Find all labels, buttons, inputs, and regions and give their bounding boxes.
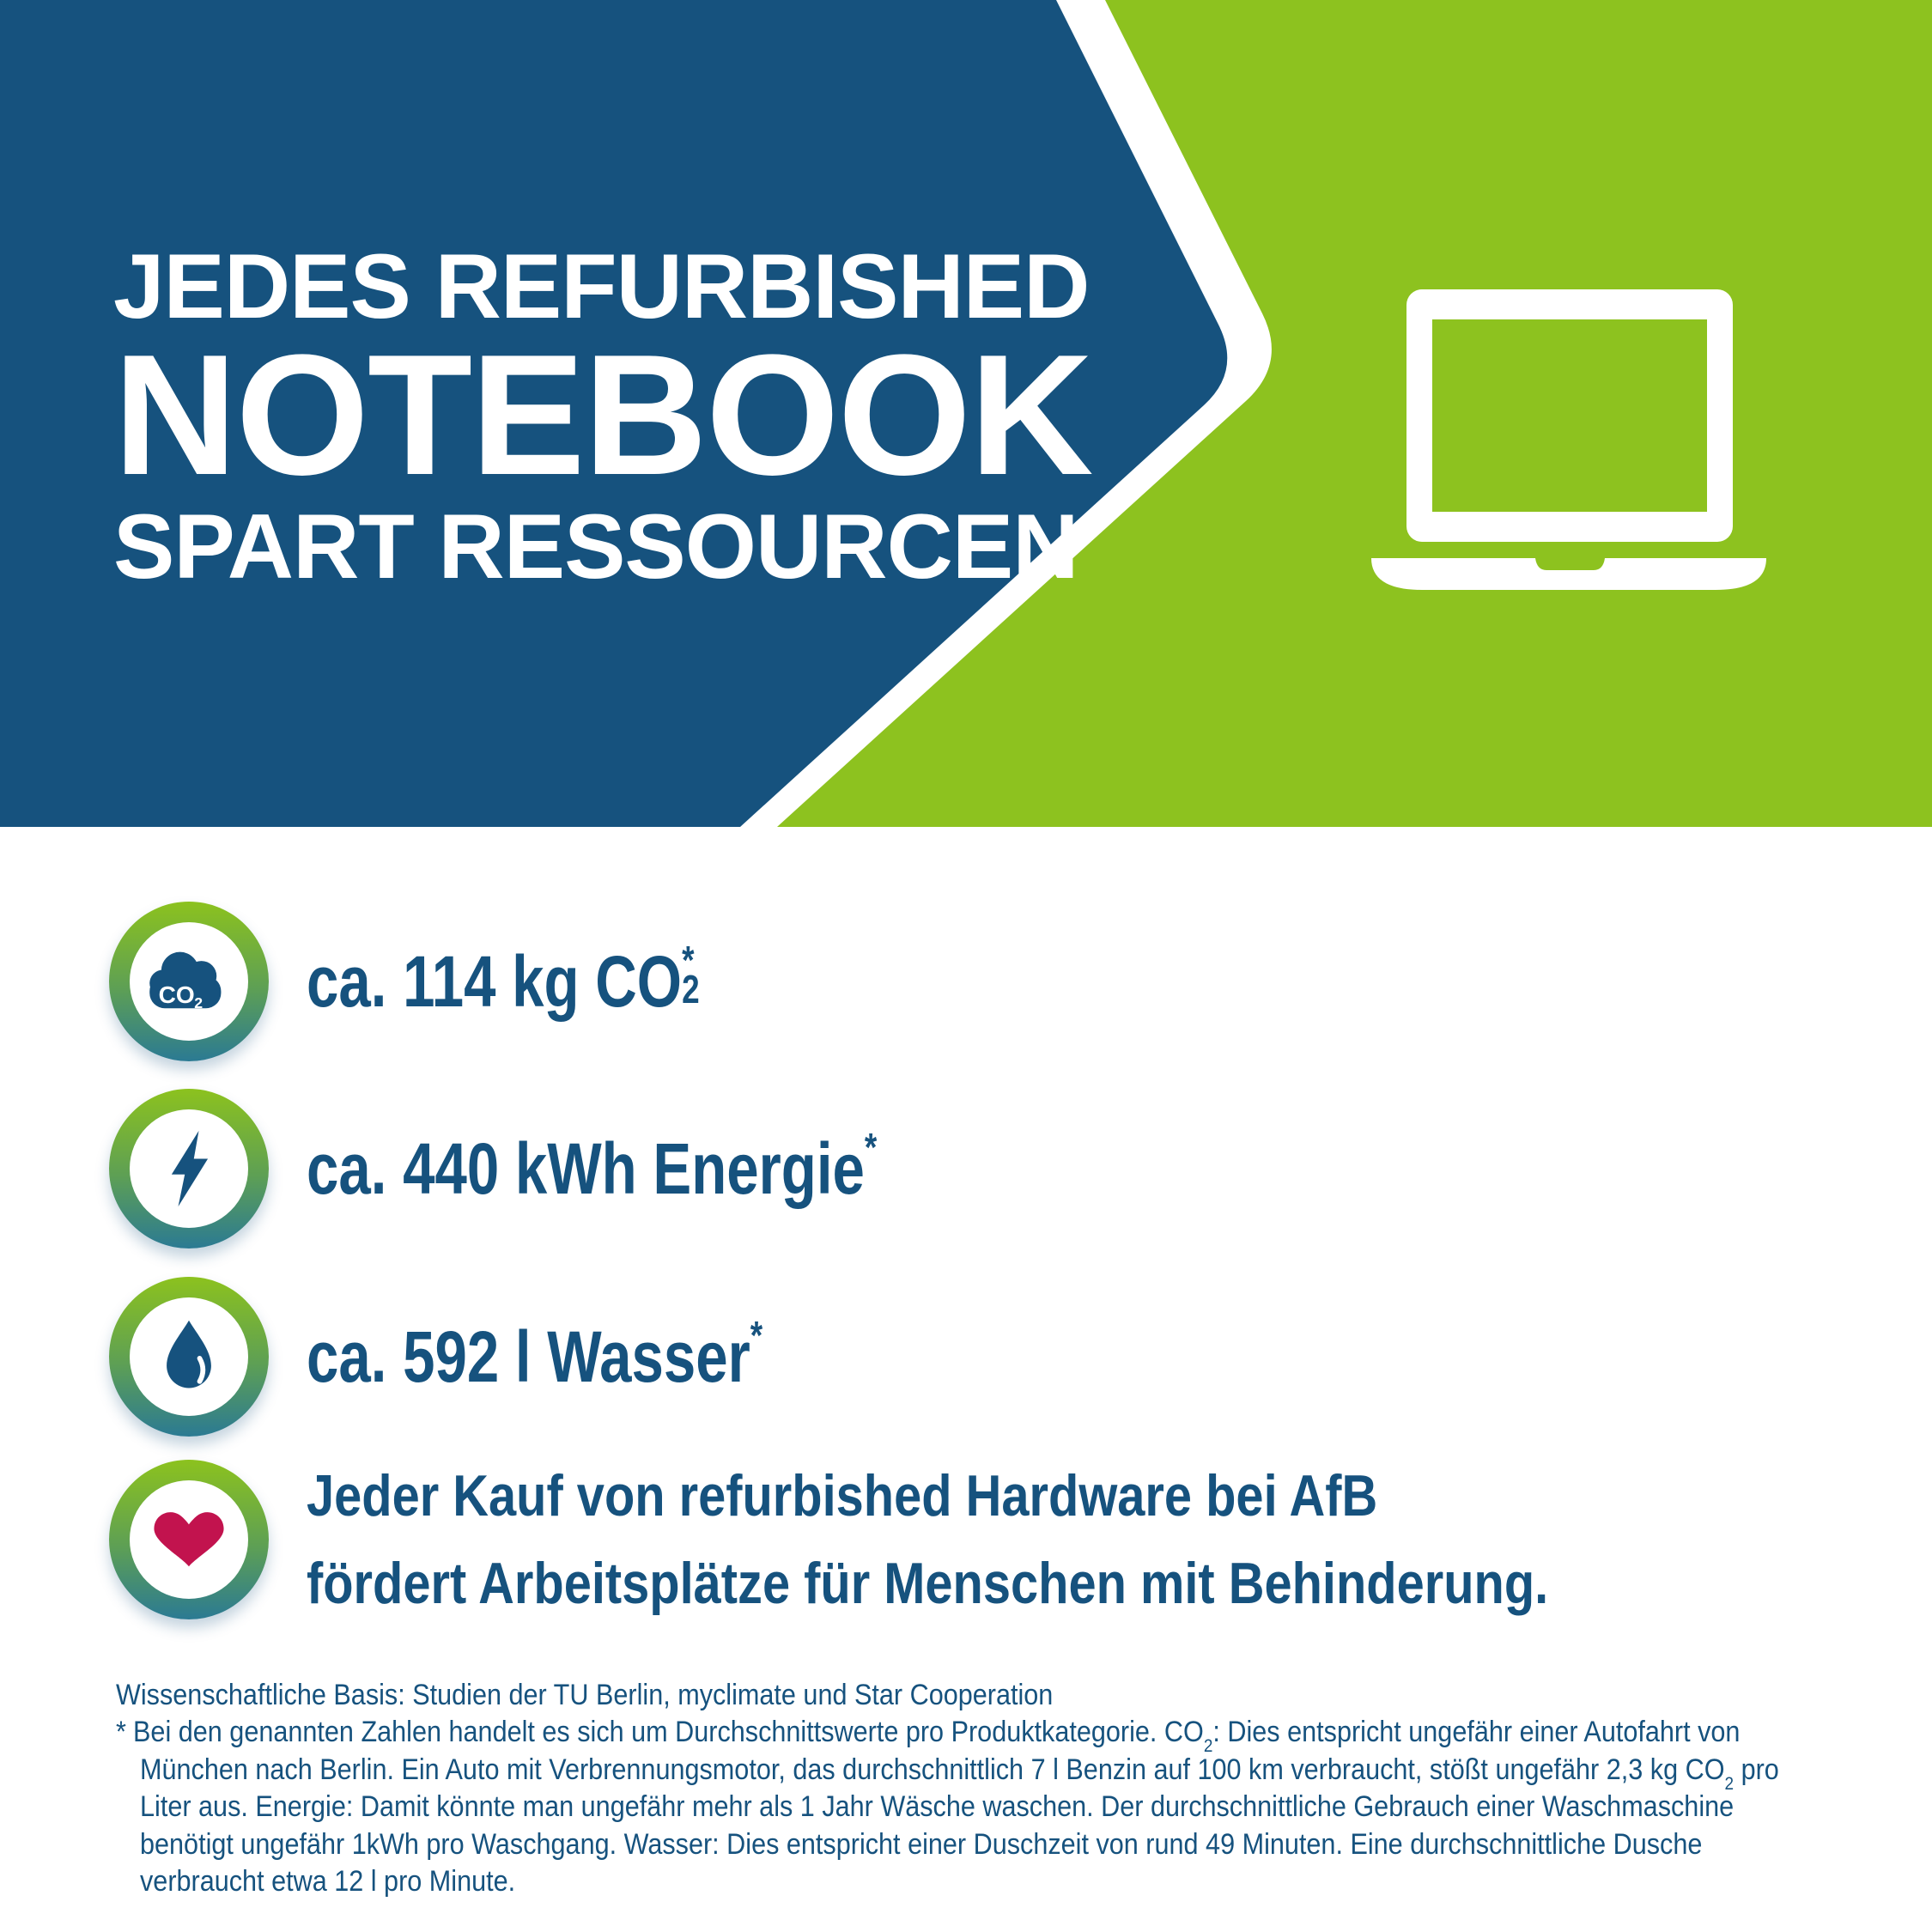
stat-co2-asterisk: * [682,938,695,983]
co2-badge-inner: CO 2 [130,922,248,1041]
water-badge-ring [109,1277,269,1437]
stat-co2-label: ca. 114 kg CO * 2 [307,940,716,1018]
stat-energy-asterisk: * [864,1125,878,1170]
headline-line-2: NOTEBOOK [113,319,1094,511]
headline-line-3: SPART RESSOURCEN [113,495,1078,598]
stat-row-co2: CO 2 ca. 114 kg CO * 2 [109,902,819,1061]
footnote-line-5: benötigt ungefähr 1kWh pro Waschgang. Wa… [140,1828,1703,1861]
co2-cloud-icon: CO 2 [149,951,222,1012]
footnote-l3-subscript: 2 [1724,1773,1735,1794]
stat-water-label: ca. 592 l Wasser* [307,1315,762,1393]
energy-badge-inner [130,1109,248,1228]
footnote-l2-subscript: 2 [1203,1735,1213,1756]
footnote-l2a: Bei den genannten Zahlen handelt es sich… [133,1716,1204,1748]
footnote-asterisk: * [116,1716,126,1748]
headline-line-1: JEDES REFURBISHED [113,234,1090,337]
stat-water-asterisk: * [750,1313,763,1358]
stat-row-water: ca. 592 l Wasser* [109,1277,877,1437]
stat-energy-label: ca. 440 kWh Energie* [307,1127,877,1205]
footnote-line-2: * Bei den genannten Zahlen handelt es sic… [116,1716,1741,1755]
impact-row: Jeder Kauf von refurbished Hardware bei … [109,1460,1767,1619]
water-badge-inner [130,1297,248,1416]
water-drop-icon [167,1320,211,1388]
impact-label: Jeder Kauf von refurbished Hardware bei … [307,1452,1548,1627]
heart-badge-inner [130,1480,248,1599]
blue-arrow-shape [0,0,1228,827]
co2-badge-label: CO [159,981,195,1008]
impact-line-2: fördert Arbeitsplätze für Menschen mit B… [307,1551,1549,1616]
footnote-l3b: pro [1734,1753,1779,1786]
footnote-l2b: : Dies entspricht ungefähr einer Autofah… [1212,1716,1741,1748]
footnote-line-3: München nach Berlin. Ein Auto mit Verbre… [140,1753,1779,1793]
impact-line-1: Jeder Kauf von refurbished Hardware bei … [307,1463,1378,1528]
stat-co2-subscript: 2 [682,966,700,1012]
footnote-basis: Wissenschaftliche Basis: Studien der TU … [116,1679,1054,1711]
footnote-l3a: München nach Berlin. Ein Auto mit Verbre… [140,1753,1725,1786]
stat-co2-sub-sup: * 2 [682,940,716,1018]
footnote-line-4: Liter aus. Energie: Damit könnte man ung… [140,1790,1735,1823]
heart-icon [154,1512,224,1567]
stat-co2-text: ca. 114 kg CO [307,941,683,1022]
stat-energy-text: ca. 440 kWh Energie [307,1128,865,1209]
footnote-line-6: verbraucht etwa 12 l pro Minute. [140,1865,516,1898]
stat-water-text: ca. 592 l Wasser [307,1316,750,1397]
laptop-icon [1371,289,1766,590]
stat-row-energy: ca. 440 kWh Energie* [109,1089,1019,1249]
heart-badge-ring [109,1460,269,1619]
co2-badge-label-sub: 2 [194,994,203,1012]
lightning-icon [171,1130,209,1207]
banner-background [0,0,1932,827]
energy-badge-ring [109,1089,269,1249]
co2-badge-ring: CO 2 [109,902,269,1061]
green-panel-shape [777,0,1932,827]
